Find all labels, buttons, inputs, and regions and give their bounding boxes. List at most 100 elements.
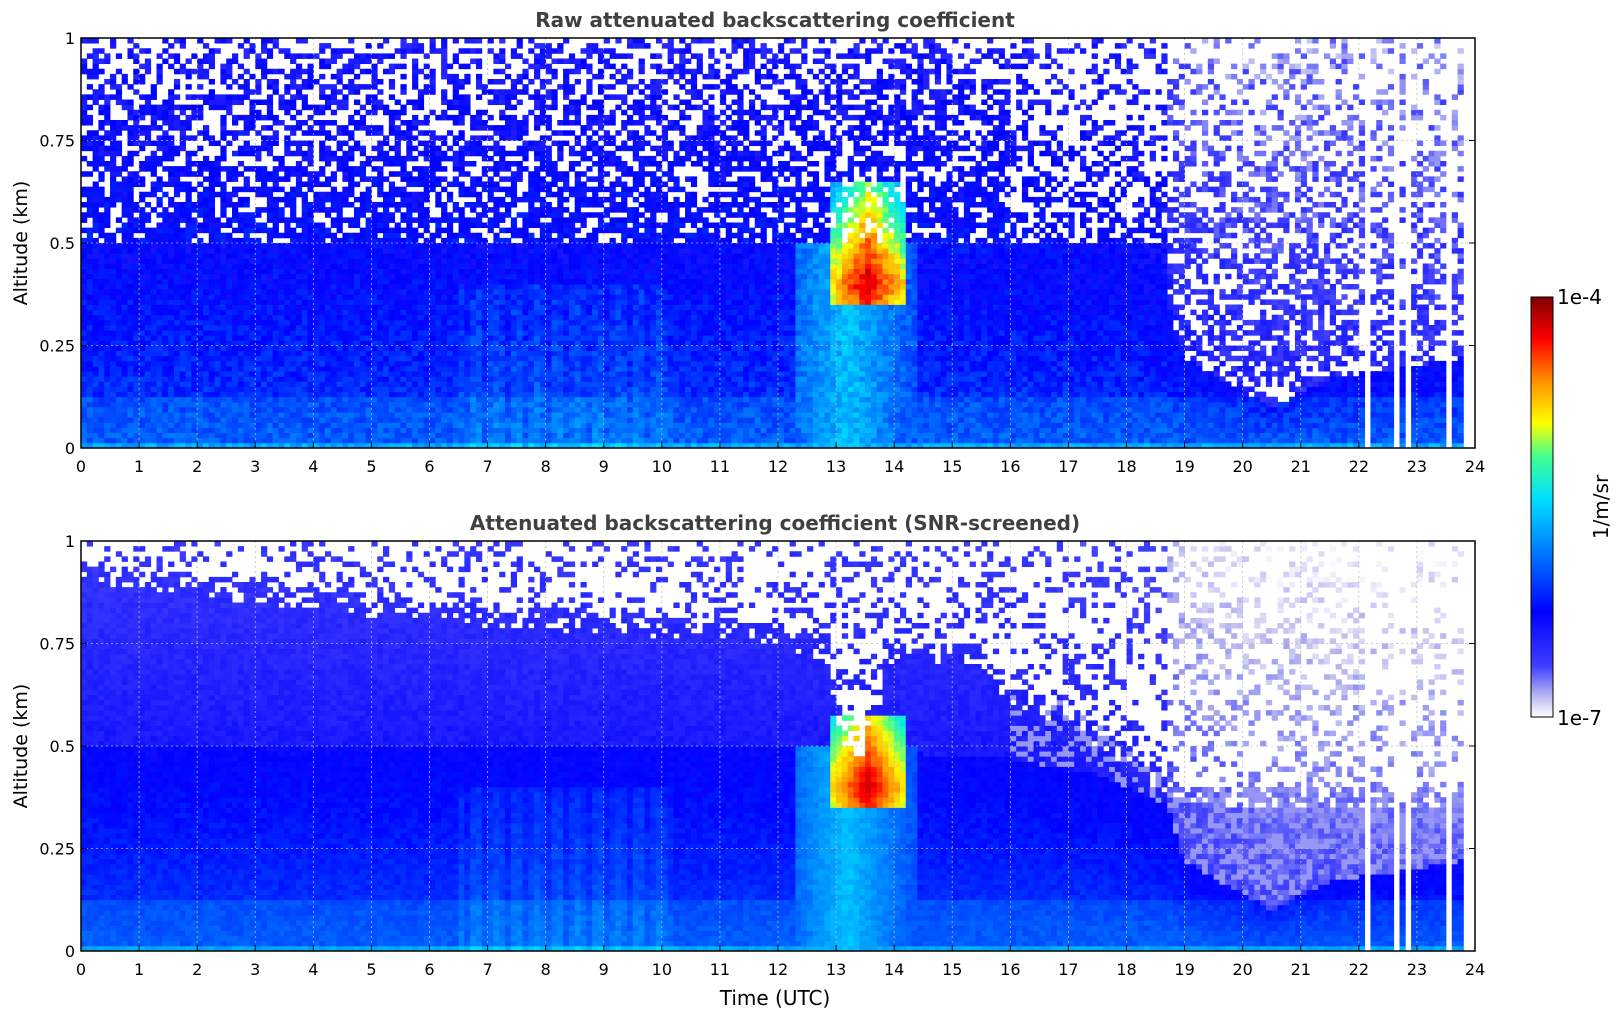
heatmap-cell <box>325 315 331 321</box>
heatmap-cell <box>273 166 279 172</box>
heatmap-cell <box>360 340 366 346</box>
heatmap-cell <box>499 387 505 393</box>
heatmap-cell <box>157 310 163 316</box>
heatmap-cell <box>435 325 441 331</box>
heatmap-cell <box>220 381 226 387</box>
heatmap-cell <box>249 294 255 300</box>
heatmap-cell <box>157 412 163 418</box>
heatmap-cell <box>81 305 87 311</box>
heatmap-cell <box>122 187 128 193</box>
heatmap-cell <box>435 402 441 408</box>
heatmap-cell <box>238 422 244 428</box>
heatmap-cell <box>81 351 87 357</box>
heatmap-cell <box>116 274 122 280</box>
heatmap-cell <box>493 223 499 229</box>
heatmap-cell <box>145 371 151 377</box>
heatmap-cell <box>377 397 383 403</box>
heatmap-cell <box>220 146 226 152</box>
heatmap-cell <box>476 381 482 387</box>
heatmap-cell <box>441 69 447 75</box>
heatmap-cell <box>203 166 209 172</box>
heatmap-cell <box>296 53 302 59</box>
heatmap-cell <box>220 248 226 254</box>
heatmap-cell <box>354 110 360 116</box>
heatmap-cell <box>104 53 110 59</box>
heatmap-cell <box>290 187 296 193</box>
heatmap-cell <box>203 438 209 444</box>
heatmap-cell <box>302 258 308 264</box>
heatmap-cell <box>325 305 331 311</box>
heatmap-cell <box>232 228 238 234</box>
heatmap-cell <box>302 325 308 331</box>
heatmap-cell <box>284 264 290 270</box>
heatmap-cell <box>174 366 180 372</box>
heatmap-cell <box>290 330 296 336</box>
heatmap-cell <box>453 422 459 428</box>
heatmap-cell <box>308 53 314 59</box>
heatmap-cell <box>104 397 110 403</box>
heatmap-cell <box>354 289 360 295</box>
heatmap-cell <box>331 397 337 403</box>
heatmap-cell <box>482 346 488 352</box>
heatmap-cell <box>197 238 203 244</box>
heatmap-cell <box>360 166 366 172</box>
heatmap-cell <box>209 223 215 229</box>
heatmap-cell <box>139 248 145 254</box>
heatmap-cell <box>110 376 116 382</box>
heatmap-cell <box>133 356 139 362</box>
heatmap-cell <box>406 320 412 326</box>
heatmap-cell <box>93 38 99 44</box>
heatmap-cell <box>197 274 203 280</box>
heatmap-cell <box>528 258 534 264</box>
heatmap-cell <box>505 64 511 70</box>
heatmap-cell <box>459 156 465 162</box>
heatmap-cell <box>215 438 221 444</box>
heatmap-cell <box>116 146 122 152</box>
heatmap-cell <box>342 294 348 300</box>
heatmap-cell <box>98 105 104 111</box>
heatmap-cell <box>418 258 424 264</box>
heatmap-cell <box>139 433 145 439</box>
heatmap-cell <box>244 197 250 203</box>
heatmap-cell <box>209 381 215 387</box>
heatmap-cell <box>290 346 296 352</box>
heatmap-cell <box>127 156 133 162</box>
heatmap-cell <box>127 202 133 208</box>
heatmap-cell <box>81 141 87 147</box>
heatmap-cell <box>400 289 406 295</box>
heatmap-cell <box>197 402 203 408</box>
heatmap-cell <box>337 361 343 367</box>
heatmap-cell <box>348 330 354 336</box>
heatmap-cell <box>447 223 453 229</box>
heatmap-cell <box>133 438 139 444</box>
heatmap-cell <box>360 397 366 403</box>
heatmap-cell <box>255 100 261 106</box>
heatmap-cell <box>244 325 250 331</box>
heatmap-cell <box>87 315 93 321</box>
heatmap-cell <box>93 315 99 321</box>
heatmap-cell <box>348 279 354 285</box>
heatmap-cell <box>517 176 523 182</box>
heatmap-cell <box>337 351 343 357</box>
heatmap-cell <box>226 351 232 357</box>
heatmap-cell <box>406 387 412 393</box>
heatmap-cell <box>162 351 168 357</box>
heatmap-cell <box>418 402 424 408</box>
heatmap-cell <box>470 392 476 398</box>
heatmap-cell <box>290 264 296 270</box>
heatmap-cell <box>308 397 314 403</box>
lidar-figure: Raw attenuated backscattering coefficien… <box>0 0 1621 1020</box>
heatmap-cell <box>383 392 389 398</box>
heatmap-cell <box>197 438 203 444</box>
heatmap-cell <box>493 233 499 239</box>
heatmap-cell <box>493 325 499 331</box>
heatmap-cell <box>313 392 319 398</box>
heatmap-cell <box>226 64 232 70</box>
heatmap-cell <box>151 258 157 264</box>
heatmap-cell <box>383 412 389 418</box>
heatmap-cell <box>371 310 377 316</box>
heatmap-cell <box>122 325 128 331</box>
heatmap-cell <box>249 253 255 259</box>
heatmap-cell <box>459 330 465 336</box>
heatmap-cell <box>157 274 163 280</box>
